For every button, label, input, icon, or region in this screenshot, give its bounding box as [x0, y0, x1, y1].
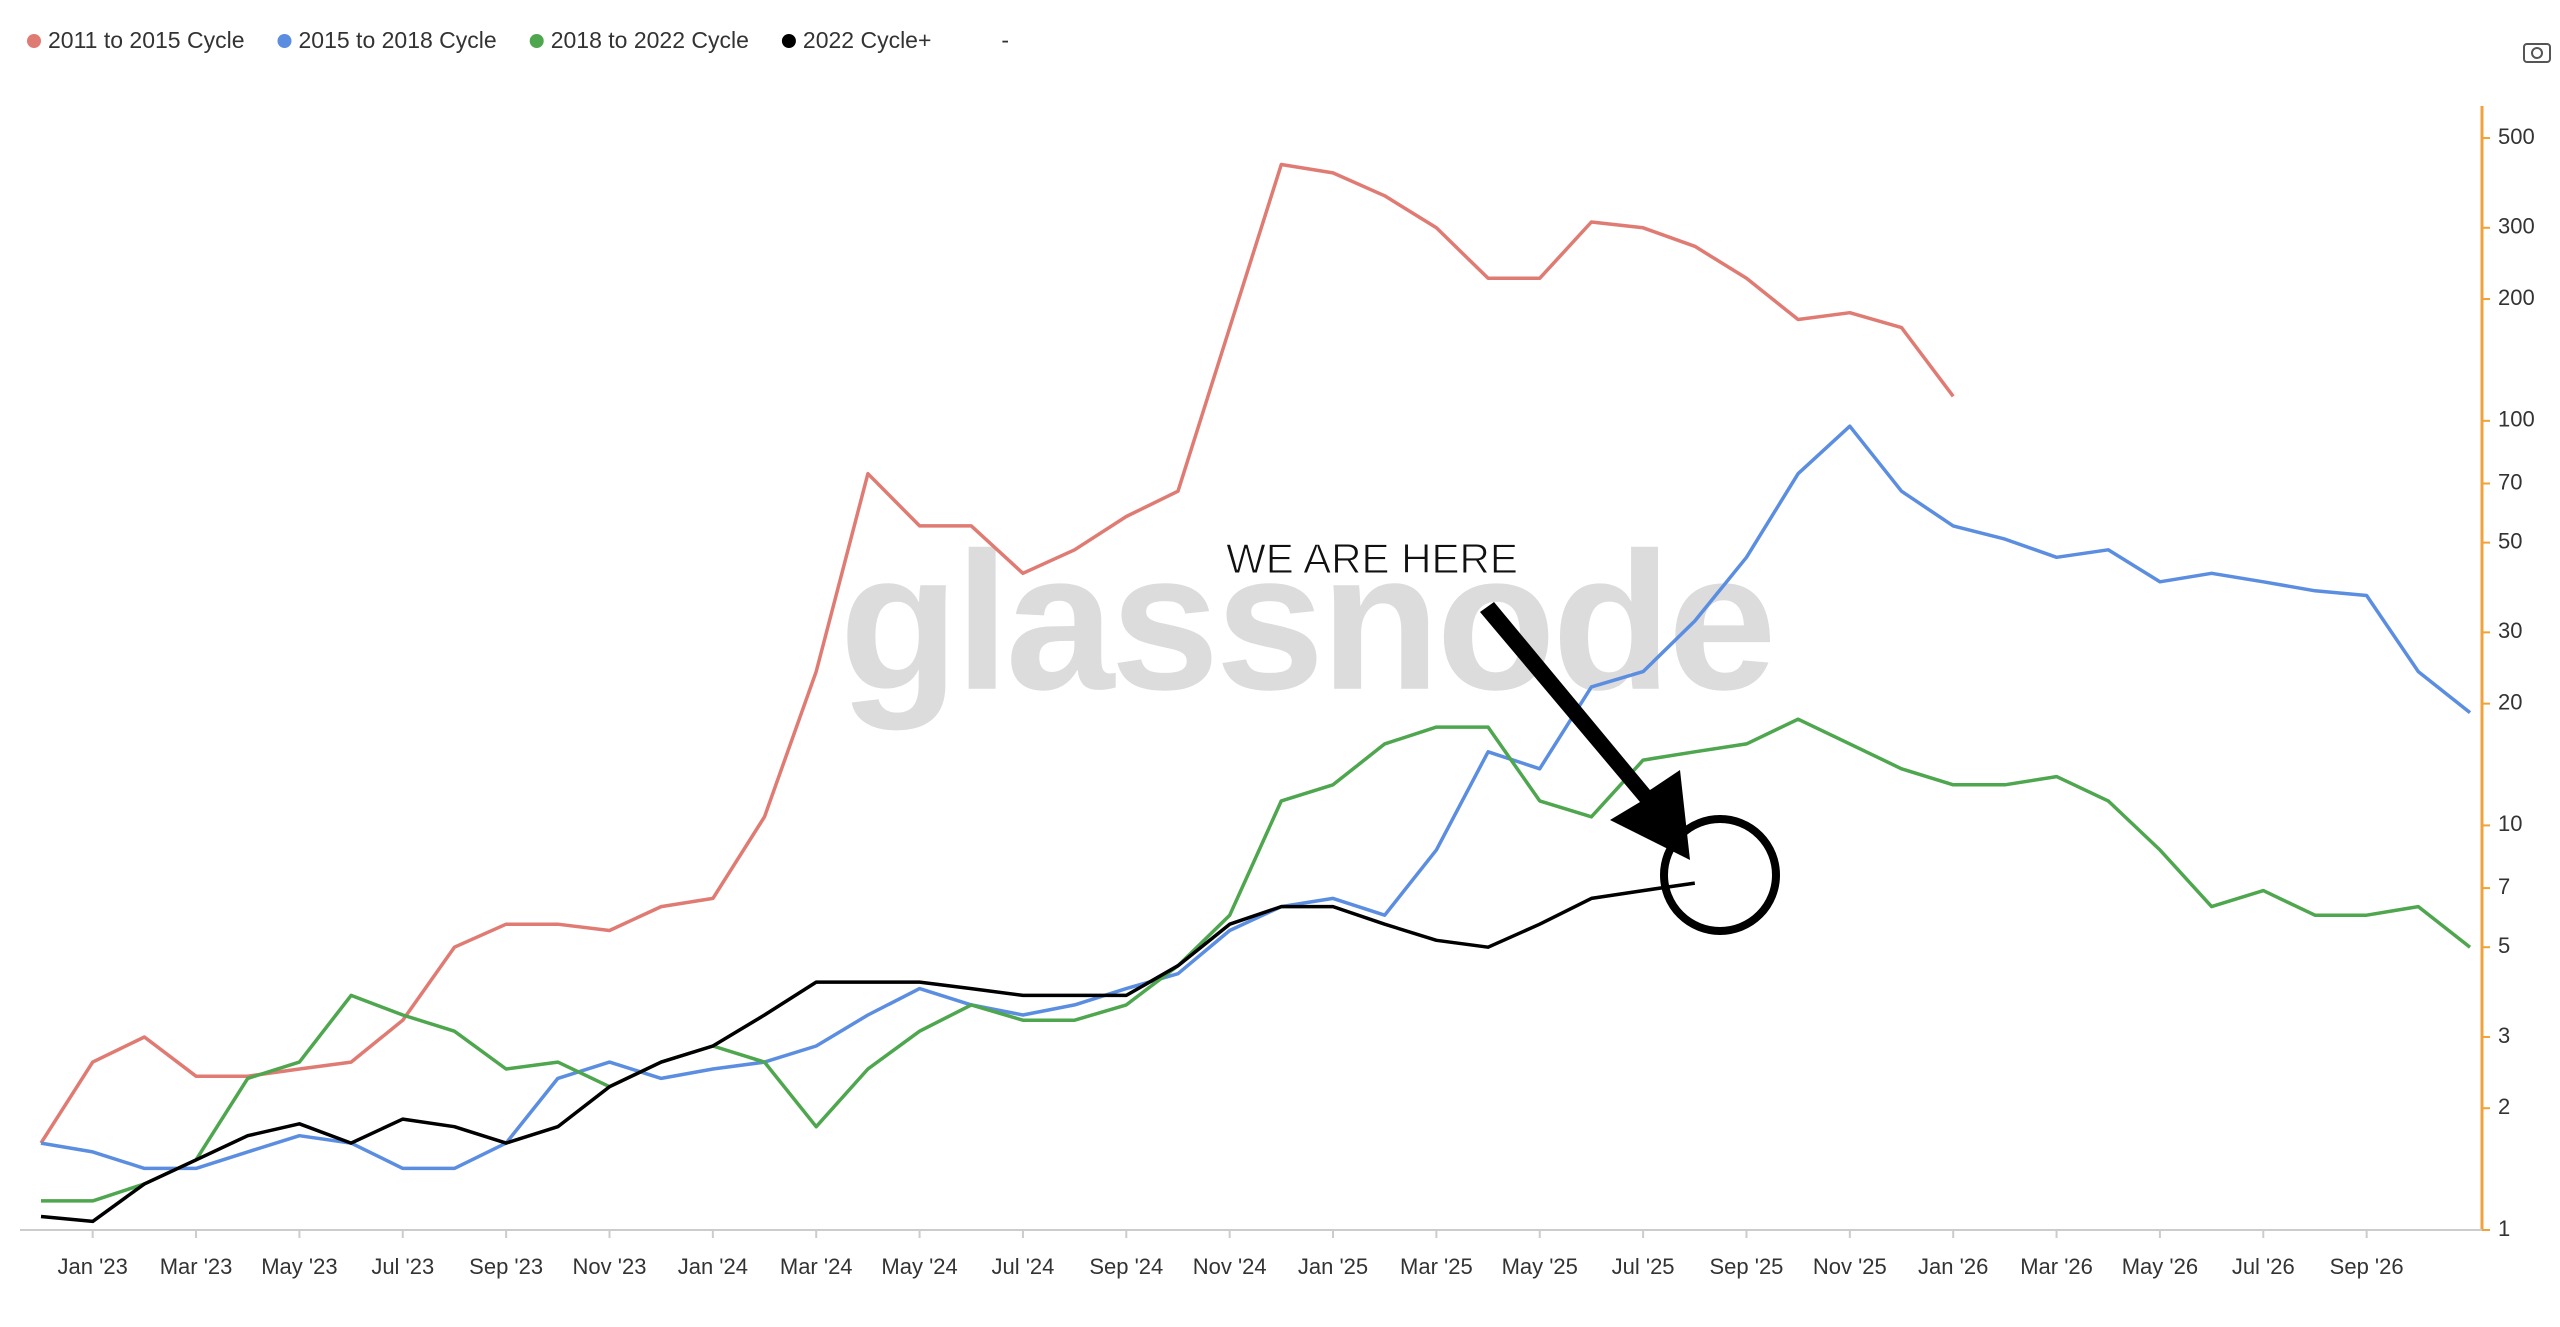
series-line [39, 162, 1955, 1145]
legend-label: 2018 to 2022 Cycle [551, 27, 749, 53]
x-tick-label: Jul '23 [371, 1254, 434, 1279]
legend-marker [529, 34, 544, 48]
x-tick-label: Nov '25 [1813, 1254, 1887, 1279]
arrow [1480, 602, 1690, 860]
x-tick-label: Mar '26 [2020, 1254, 2093, 1279]
camera-icon[interactable] [2523, 43, 2551, 63]
x-tick-label: May '24 [881, 1254, 957, 1279]
x-tick-label: Sep '25 [1709, 1254, 1783, 1279]
legend-marker [277, 34, 292, 48]
legend-marker [781, 34, 796, 48]
x-tick-label: Jan '23 [58, 1254, 128, 1279]
y-tick-label: 3 [2498, 1023, 2510, 1048]
y-tick-label: 50 [2498, 528, 2522, 553]
x-tick-label: May '26 [2122, 1254, 2198, 1279]
legend-note: - [1001, 27, 1009, 53]
y-tick-label: 2 [2498, 1094, 2510, 1119]
legend-label: 2022 Cycle+ [803, 27, 932, 53]
x-tick-label: Sep '24 [1089, 1254, 1163, 1279]
y-tick-label: 200 [2498, 285, 2535, 310]
annotation: WE ARE HERE [1226, 535, 1518, 582]
x-tick-label: Nov '23 [573, 1254, 647, 1279]
legend-label: 2015 to 2018 Cycle [299, 27, 497, 53]
y-tick-label: 100 [2498, 407, 2535, 432]
y-tick-label: 10 [2498, 811, 2522, 836]
y-tick-label: 1 [2498, 1216, 2510, 1241]
y-tick-label: 5 [2498, 933, 2510, 958]
legend-marker [27, 34, 41, 48]
highlight-circle [1660, 815, 1780, 935]
series-line [41, 717, 2472, 1203]
x-tick-label: Jul '25 [1612, 1254, 1675, 1279]
y-tick-label: 500 [2498, 124, 2535, 149]
y-tick-label: 300 [2498, 214, 2535, 239]
plot-area: 1 2 3 5 7 10 20 30 50 70 100 200 300 500 Jan '23 Mar '2… [20, 106, 2535, 1279]
x-tick-label: Mar '25 [1400, 1254, 1473, 1279]
x-tick-label: Jul '24 [991, 1254, 1054, 1279]
series-line [40, 881, 1696, 1224]
y-tick-label: 7 [2498, 874, 2510, 899]
y-tick-label: 70 [2498, 469, 2522, 494]
y-tick-label: 20 [2498, 689, 2522, 714]
x-tick-label: Jul '26 [2232, 1254, 2295, 1279]
series-line [40, 424, 2472, 1171]
x-tick-label: Jan '25 [1298, 1254, 1368, 1279]
x-tick-label: Sep '26 [2330, 1254, 2404, 1279]
y-tick-label: 30 [2498, 618, 2522, 643]
x-tick-label: Jan '24 [678, 1254, 748, 1279]
x-tick-label: Jan '26 [1918, 1254, 1988, 1279]
x-tick-label: Mar '24 [780, 1254, 853, 1279]
legend-label: 2011 to 2015 Cycle [48, 27, 245, 53]
x-tick-label: May '23 [261, 1254, 337, 1279]
x-tick-label: Sep '23 [469, 1254, 543, 1279]
x-tick-label: May '25 [1502, 1254, 1578, 1279]
x-tick-label: Nov '24 [1193, 1254, 1267, 1279]
x-tick-label: Mar '23 [160, 1254, 233, 1279]
